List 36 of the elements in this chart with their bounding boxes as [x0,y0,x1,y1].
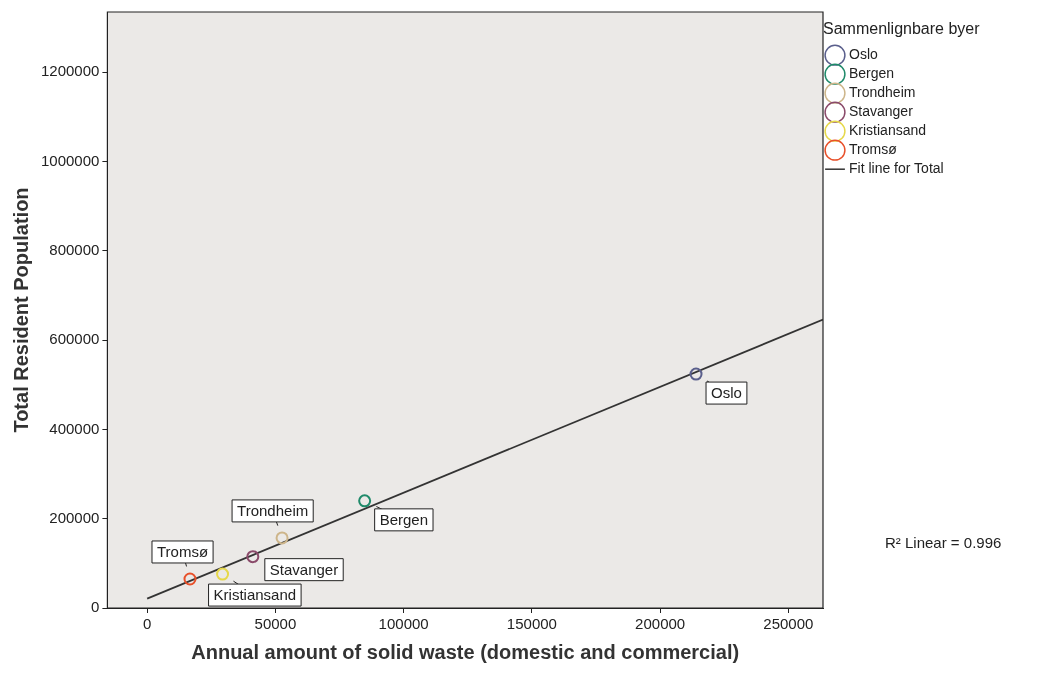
x-tick-label: 200000 [635,615,686,633]
point [689,367,703,381]
legend-label: Oslo [849,46,878,63]
x-tick-label: 100000 [378,615,429,633]
x-tick-label: 0 [142,615,152,633]
annotation: Oslo [711,384,742,402]
y-tick-label: 0 [91,598,100,616]
legend-label: Stavanger [849,103,914,120]
y-tick-label: 800000 [49,240,100,258]
point [216,567,230,581]
point [275,531,289,545]
x-axis-title: Annual amount of solid waste (domestic and commercial) [191,640,740,663]
point [183,572,197,586]
legend-label: Tromsø [849,141,898,158]
point [358,494,372,508]
point [246,550,260,564]
x-tick-label: 50000 [254,615,297,633]
x-tick-label: 150000 [506,615,557,633]
legend-label: Fit line for Total [849,160,944,177]
x-tick-label: 250000 [763,615,814,633]
annotation: Bergen [379,510,429,528]
y-tick-label: 200000 [49,508,100,526]
annotation: Tromsø [156,543,209,561]
y-tick-label: 1000000 [40,151,100,169]
annotation: Stavanger [269,560,339,578]
y-tick-label: 1200000 [40,62,100,80]
legend-label: Kristiansand [849,122,927,139]
y-tick-label: 400000 [49,419,100,437]
y-tick-label: 600000 [49,330,100,348]
legend-title: Sammenlignbare byer [823,20,981,38]
text: R² Linear = 0.996 [885,534,1002,552]
legend-label: Bergen [849,65,895,82]
annotation: Kristiansand [213,586,297,604]
y-axis-title: Total Resident Population [9,187,32,433]
legend-label: Trondheim [849,84,916,101]
annotation: Trondheim [237,502,309,520]
